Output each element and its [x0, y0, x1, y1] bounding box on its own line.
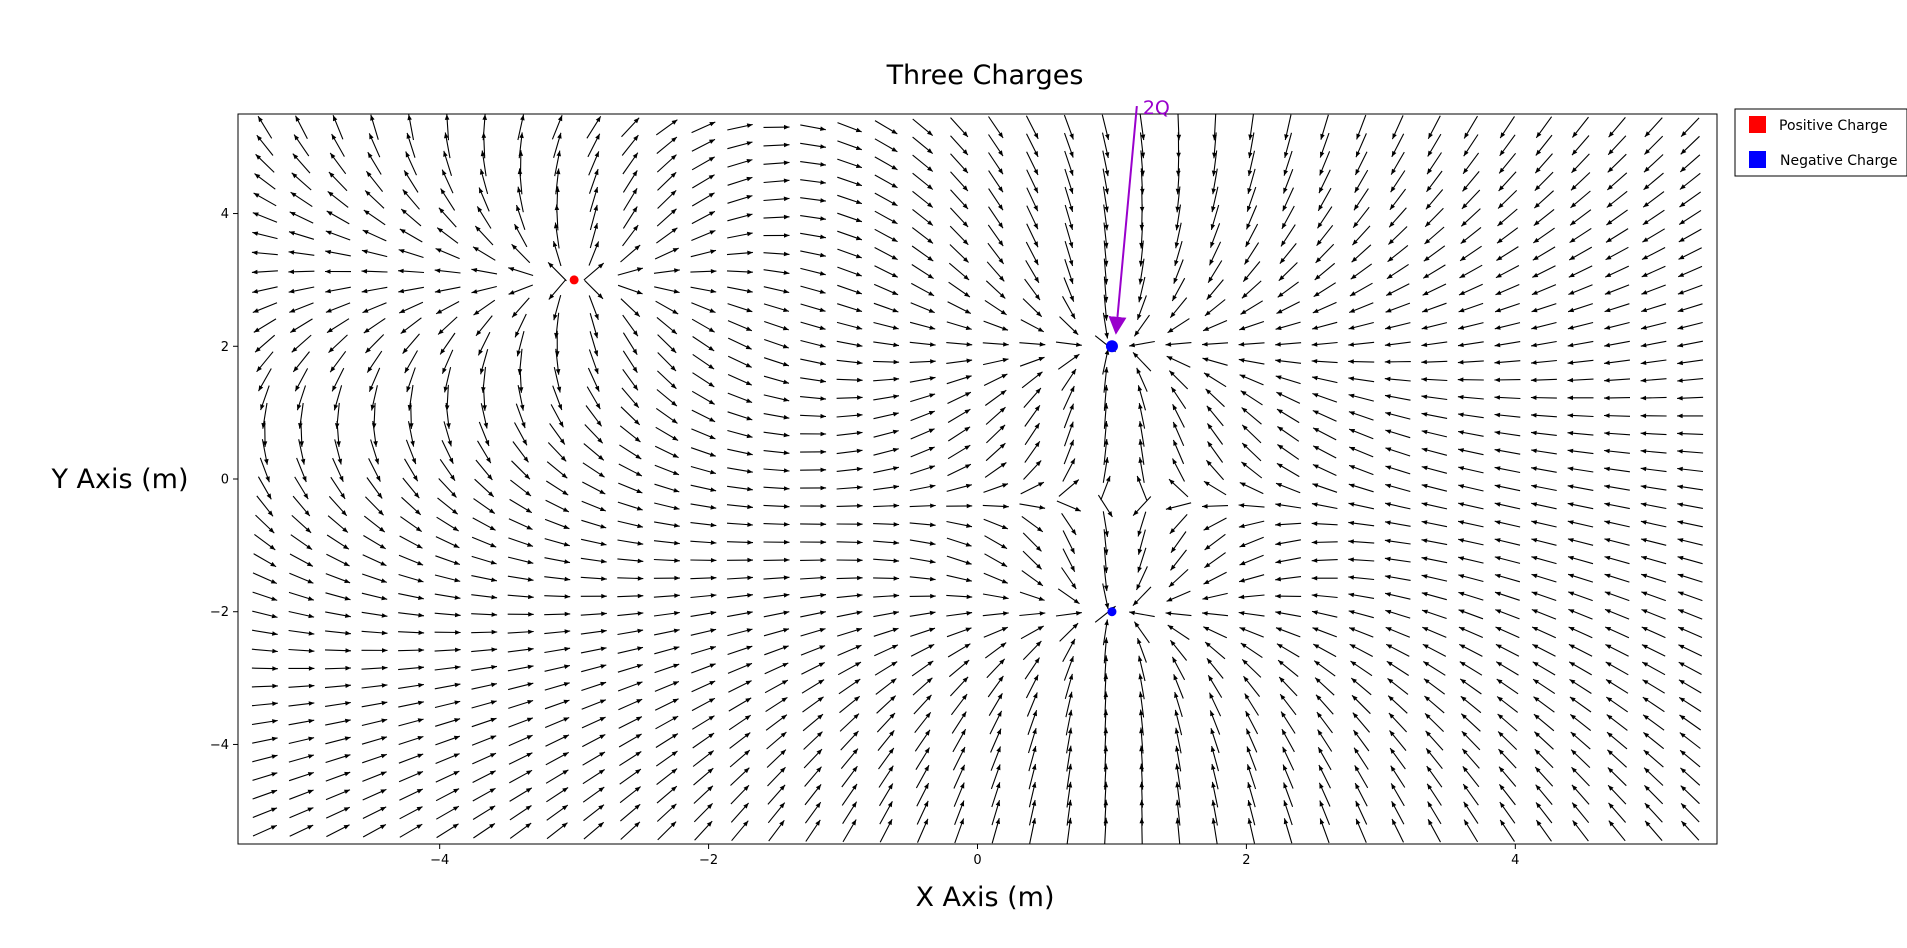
chart-title: Three Charges: [886, 60, 1084, 91]
charge-markers: [569, 275, 1118, 617]
legend: Positive Charge Negative Charge: [1734, 108, 1907, 177]
annotation-arrow: [1108, 105, 1138, 335]
x-axis-ticks: −4 −2 0 2 4: [430, 844, 1519, 868]
y-tick-label: −2: [210, 605, 229, 620]
negative-charge-marker: [1107, 607, 1117, 617]
x-tick-label: 4: [1511, 853, 1519, 868]
y-axis-label: Y Axis (m): [50, 464, 188, 495]
field-arrows: [251, 114, 1704, 844]
y-tick-label: 2: [221, 340, 229, 355]
y-tick-label: 4: [221, 207, 229, 222]
annotation-label: 2Q: [1143, 97, 1170, 119]
y-axis-ticks: −4 −2 0 2 4: [210, 207, 238, 753]
x-axis-label: X Axis (m): [915, 882, 1054, 913]
annotations: 2Q: [1108, 97, 1170, 335]
x-tick-label: −4: [430, 853, 449, 868]
y-tick-label: −4: [210, 738, 229, 753]
field-arrow-shafts: [251, 114, 1704, 844]
legend-swatch-positive-charge: [1749, 116, 1766, 133]
positive-charge-marker: [569, 275, 579, 285]
legend-swatch-negative-charge: [1749, 151, 1766, 168]
x-tick-label: −2: [699, 853, 718, 868]
legend-label-negative-charge: Negative Charge: [1780, 153, 1898, 169]
legend-label-positive-charge: Positive Charge: [1779, 118, 1888, 134]
negative-charge-2q-marker: [1105, 340, 1118, 353]
plot-frame: [237, 113, 1718, 845]
x-tick-label: 2: [1242, 853, 1250, 868]
y-tick-label: 0: [221, 473, 229, 488]
plot-area: [237, 113, 1718, 845]
x-tick-label: 0: [973, 853, 981, 868]
